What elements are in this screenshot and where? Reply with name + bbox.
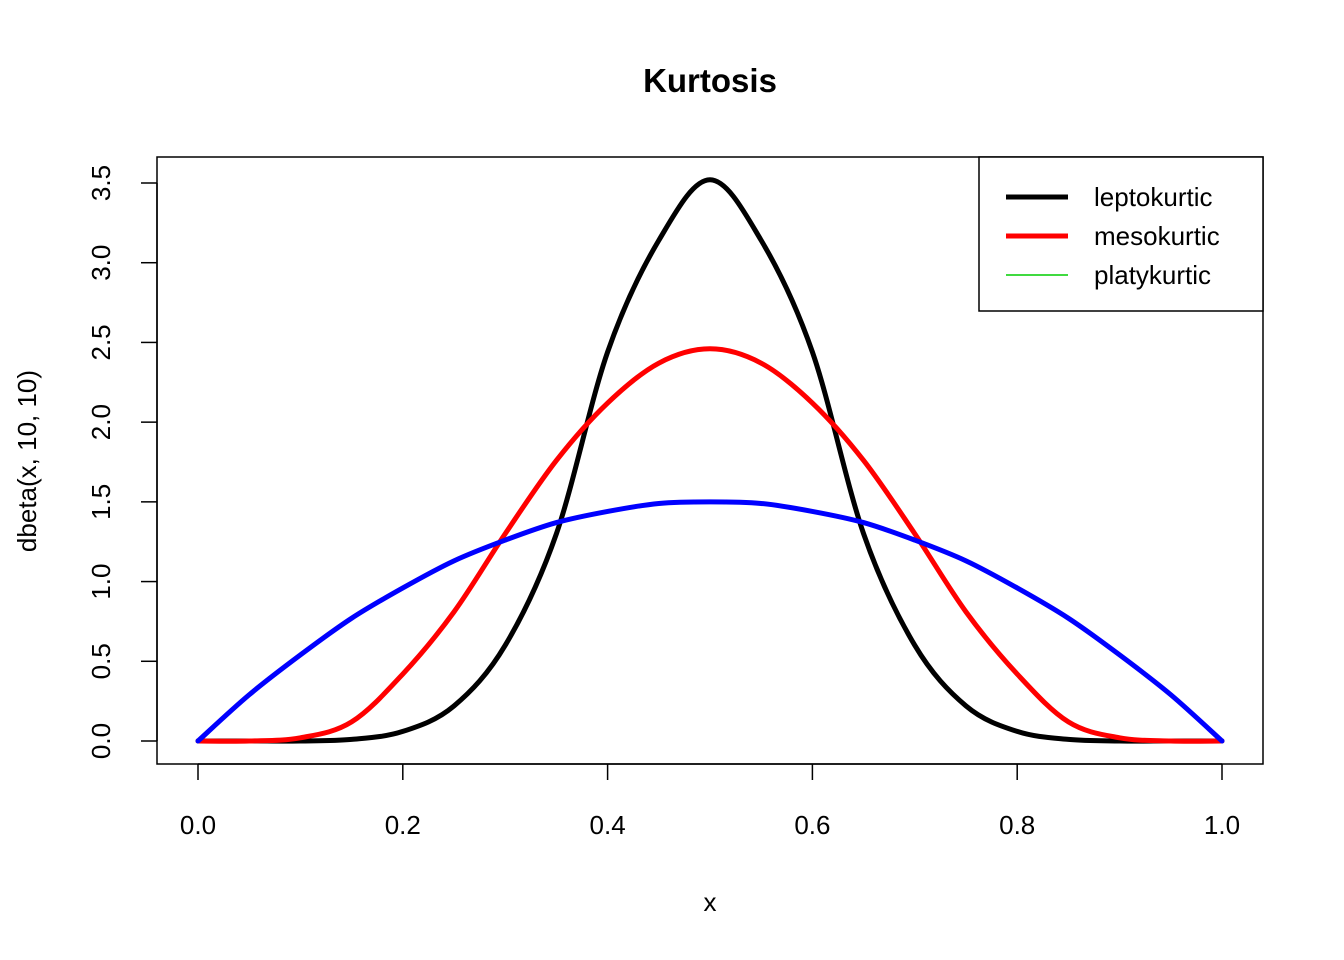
legend-label: platykurtic bbox=[1094, 260, 1211, 290]
y-tick-label: 3.0 bbox=[86, 245, 116, 281]
x-tick-label: 1.0 bbox=[1204, 810, 1240, 840]
y-tick-label: 1.0 bbox=[86, 563, 116, 599]
x-tick-label: 0.6 bbox=[794, 810, 830, 840]
y-tick-label: 2.5 bbox=[86, 324, 116, 360]
y-tick-label: 1.5 bbox=[86, 484, 116, 520]
series-line-0 bbox=[195, 177, 1225, 744]
x-tick-label: 0.2 bbox=[385, 810, 421, 840]
chart-title: Kurtosis bbox=[643, 62, 777, 99]
y-axis: 0.0 0.5 1.0 1.5 2.0 2.5 3.0 3.5 bbox=[86, 165, 158, 759]
y-tick-label: 0.5 bbox=[86, 643, 116, 679]
y-tick-label: 3.5 bbox=[86, 165, 116, 201]
series-layer bbox=[195, 177, 1225, 744]
y-axis-label: dbeta(x, 10, 10) bbox=[12, 370, 42, 552]
x-tick-label: 0.0 bbox=[180, 810, 216, 840]
y-tick-label: 2.0 bbox=[86, 404, 116, 440]
series-line-1 bbox=[195, 346, 1225, 744]
legend-label: leptokurtic bbox=[1094, 182, 1213, 212]
series-line-2 bbox=[195, 499, 1225, 744]
x-tick-label: 0.8 bbox=[999, 810, 1035, 840]
x-axis-label: x bbox=[704, 887, 717, 917]
x-axis: 0.0 0.2 0.4 0.6 0.8 1.0 bbox=[180, 763, 1240, 840]
y-tick-label: 0.0 bbox=[86, 723, 116, 759]
x-tick-label: 0.4 bbox=[590, 810, 626, 840]
legend-label: mesokurtic bbox=[1094, 221, 1220, 251]
legend: leptokurtic mesokurtic platykurtic bbox=[978, 156, 1264, 312]
